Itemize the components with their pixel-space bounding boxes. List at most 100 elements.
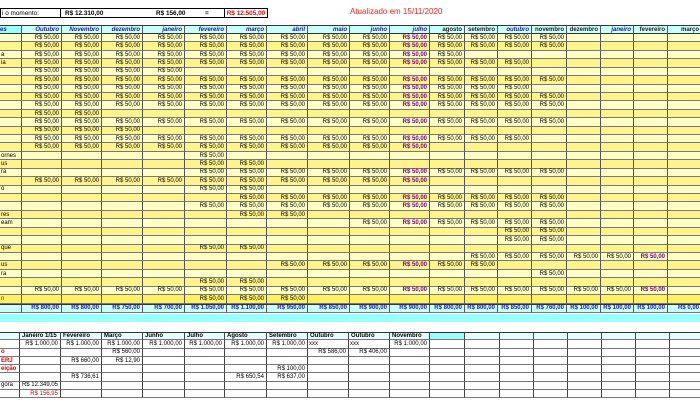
payment-cell[interactable]: R$ 50,00 — [267, 84, 308, 93]
payment-cell[interactable] — [143, 151, 185, 161]
row-name[interactable] — [0, 227, 22, 237]
payment-cell[interactable] — [102, 278, 143, 287]
payment-cell[interactable] — [62, 236, 102, 245]
payment-cell[interactable] — [634, 219, 668, 228]
payment-cell[interactable]: R$ 50,00 — [532, 194, 567, 203]
payment-cell[interactable]: R$ 50,00 — [143, 286, 185, 296]
payment-cell[interactable] — [102, 219, 143, 228]
payment-cell[interactable] — [62, 269, 102, 279]
payment-cell[interactable]: R$ 50,00 — [308, 84, 350, 93]
payment-cell[interactable]: R$ 50,00 — [267, 34, 308, 43]
payment-cell[interactable]: R$ 50,00 — [532, 168, 567, 178]
payment-cell[interactable]: R$ 50,00 — [532, 269, 567, 279]
payment-cell[interactable] — [567, 76, 601, 85]
payment-cell[interactable]: R$ 50,00 — [532, 252, 567, 262]
payment-cell[interactable] — [102, 202, 143, 211]
payment-cell[interactable] — [601, 151, 634, 161]
bottom-value-cell[interactable] — [534, 365, 568, 374]
row-name[interactable] — [0, 101, 22, 110]
payment-cell[interactable]: R$ 50,00 — [185, 92, 227, 102]
payment-cell[interactable]: R$ 50,00 — [498, 168, 532, 178]
bottom-value-cell[interactable] — [500, 365, 534, 374]
bottom-value-cell[interactable] — [602, 340, 636, 349]
payment-cell[interactable] — [308, 295, 350, 304]
payment-cell[interactable] — [634, 295, 668, 304]
payment-cell[interactable]: R$ 50,00 — [267, 202, 308, 211]
payment-cell[interactable] — [601, 135, 634, 144]
bottom-value-cell[interactable] — [636, 373, 670, 382]
payment-cell[interactable] — [350, 126, 390, 136]
payment-cell[interactable] — [143, 219, 185, 228]
payment-cell[interactable] — [601, 160, 634, 169]
payment-cell[interactable] — [143, 168, 185, 178]
payment-cell[interactable] — [668, 109, 700, 119]
bottom-row-label[interactable]: eição — [0, 365, 20, 374]
bottom-row-label[interactable] — [0, 340, 20, 349]
payment-cell[interactable] — [62, 244, 102, 253]
payment-cell[interactable] — [185, 252, 227, 262]
payment-cell[interactable] — [22, 160, 62, 169]
header-cell-month[interactable]: julho — [390, 25, 430, 34]
bottom-value-cell[interactable] — [185, 373, 225, 382]
payment-cell[interactable] — [185, 261, 227, 270]
payment-cell[interactable]: R$ 50,00 — [390, 177, 430, 186]
payment-cell[interactable] — [532, 244, 567, 253]
payment-cell[interactable] — [390, 109, 430, 119]
payment-cell[interactable] — [634, 135, 668, 144]
payment-cell[interactable] — [668, 244, 700, 253]
payment-cell[interactable]: R$ 50,00 — [185, 295, 227, 304]
payment-cell[interactable]: R$ 50,00 — [465, 194, 498, 203]
payment-cell[interactable]: R$ 50,00 — [350, 219, 390, 228]
bottom-row-label[interactable]: gora — [0, 381, 20, 391]
row-name[interactable]: que — [0, 244, 22, 253]
payment-cell[interactable] — [567, 194, 601, 203]
payment-cell[interactable] — [634, 278, 668, 287]
header-cell-month[interactable]: maio — [308, 25, 350, 34]
payment-cell[interactable] — [267, 185, 308, 195]
payment-cell[interactable] — [308, 151, 350, 161]
payment-cell[interactable] — [634, 76, 668, 85]
payment-cell[interactable]: R$ 50,00 — [22, 50, 62, 60]
bottom-value-cell[interactable] — [430, 348, 465, 357]
bottom-value-cell[interactable] — [568, 356, 602, 366]
payment-cell[interactable] — [308, 236, 350, 245]
payment-cell[interactable] — [102, 236, 143, 245]
payment-cell[interactable] — [267, 269, 308, 279]
payment-cell[interactable] — [567, 269, 601, 279]
bottom-value-cell[interactable] — [534, 381, 568, 391]
payment-cell[interactable] — [62, 295, 102, 304]
payment-cell[interactable] — [668, 151, 700, 161]
payment-cell[interactable] — [350, 210, 390, 220]
payment-cell[interactable] — [102, 244, 143, 253]
bottom-value-cell[interactable]: xxx — [308, 340, 349, 349]
payment-cell[interactable] — [567, 202, 601, 211]
payment-cell[interactable]: R$ 50,00 — [498, 194, 532, 203]
payment-cell[interactable] — [227, 67, 267, 77]
payment-cell[interactable]: R$ 50,00 — [430, 92, 465, 102]
payment-cell[interactable] — [567, 92, 601, 102]
payment-cell[interactable] — [668, 135, 700, 144]
payment-cell[interactable] — [430, 177, 465, 186]
payment-cell[interactable] — [601, 295, 634, 304]
payment-cell[interactable] — [567, 168, 601, 178]
payment-cell[interactable] — [634, 227, 668, 237]
payment-cell[interactable]: R$ 50,00 — [390, 202, 430, 211]
row-name[interactable]: us — [0, 160, 22, 169]
bottom-value-cell[interactable] — [465, 373, 500, 382]
payment-cell[interactable] — [601, 34, 634, 43]
header-cell-month[interactable]: abril — [267, 25, 308, 34]
payment-cell[interactable] — [350, 67, 390, 77]
payment-cell[interactable]: R$ 50,00 — [532, 118, 567, 127]
payment-cell[interactable]: R$ 50,00 — [498, 59, 532, 68]
payment-cell[interactable] — [465, 143, 498, 152]
payment-cell[interactable]: R$ 50,00 — [22, 118, 62, 127]
bottom-value-cell[interactable] — [143, 356, 185, 366]
payment-cell[interactable] — [465, 236, 498, 245]
payment-cell[interactable]: R$ 50,00 — [390, 286, 430, 296]
payment-cell[interactable]: R$ 50,00 — [532, 227, 567, 237]
payment-cell[interactable]: R$ 50,00 — [308, 202, 350, 211]
payment-cell[interactable] — [498, 50, 532, 60]
payment-cell[interactable] — [350, 252, 390, 262]
payment-cell[interactable]: R$ 50,00 — [22, 34, 62, 43]
payment-cell[interactable]: R$ 50,00 — [498, 118, 532, 127]
